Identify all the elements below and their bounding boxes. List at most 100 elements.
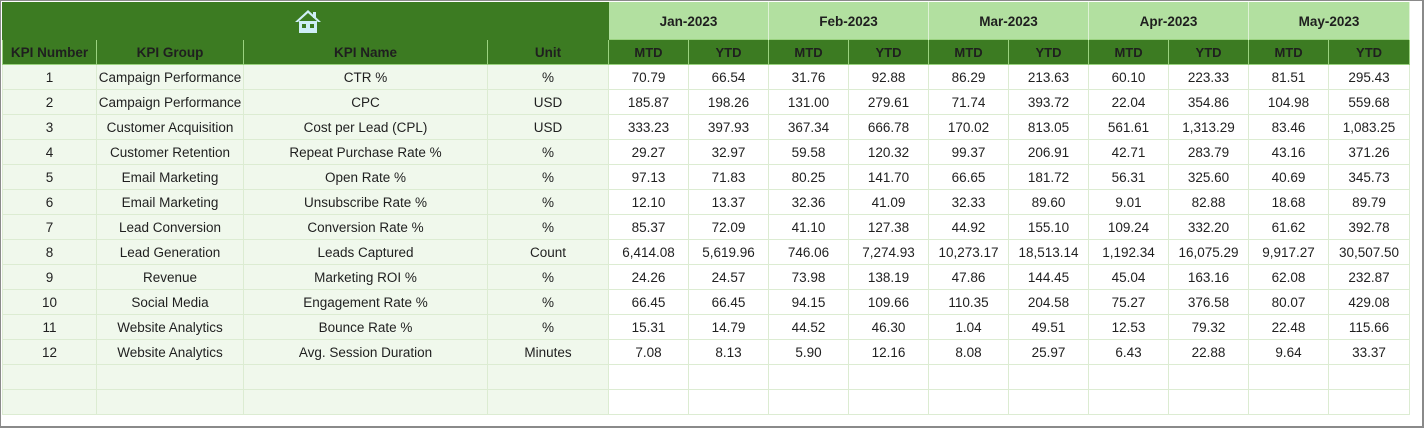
kpi-group-cell[interactable]: Website Analytics — [96, 339, 244, 365]
empty-cell[interactable] — [768, 364, 850, 390]
empty-cell[interactable] — [608, 364, 689, 390]
kpi-name-cell[interactable]: Cost per Lead (CPL) — [243, 114, 488, 140]
mtd-value-cell[interactable]: 73.98 — [768, 264, 850, 290]
kpi-number-cell[interactable]: 4 — [2, 139, 97, 165]
ytd-value-cell[interactable]: 295.43 — [1328, 64, 1411, 90]
mtd-value-cell[interactable]: 109.24 — [1088, 214, 1170, 240]
empty-cell[interactable] — [2, 364, 97, 390]
kpi-number-cell[interactable]: 5 — [2, 164, 97, 190]
ytd-value-cell[interactable]: 393.72 — [1008, 89, 1090, 115]
empty-cell[interactable] — [487, 389, 609, 415]
mtd-value-cell[interactable]: 131.00 — [768, 89, 850, 115]
ytd-value-cell[interactable]: 354.86 — [1168, 89, 1250, 115]
mtd-value-cell[interactable]: 99.37 — [928, 139, 1010, 165]
kpi-name-cell[interactable]: Bounce Rate % — [243, 314, 488, 340]
unit-cell[interactable]: USD — [487, 89, 609, 115]
ytd-value-cell[interactable]: 82.88 — [1168, 189, 1250, 215]
ytd-value-cell[interactable]: 24.57 — [687, 264, 770, 290]
kpi-number-cell[interactable]: 2 — [2, 89, 97, 115]
mtd-value-cell[interactable]: 6.43 — [1088, 339, 1170, 365]
mtd-value-cell[interactable]: 367.34 — [768, 114, 850, 140]
mtd-value-cell[interactable]: 22.04 — [1088, 89, 1170, 115]
mtd-value-cell[interactable]: 60.10 — [1088, 64, 1170, 90]
mtd-value-cell[interactable]: 185.87 — [608, 89, 689, 115]
empty-cell[interactable] — [687, 389, 770, 415]
ytd-value-cell[interactable]: 18,513.14 — [1008, 239, 1090, 265]
kpi-number-cell[interactable]: 7 — [2, 214, 97, 240]
mtd-value-cell[interactable]: 66.65 — [928, 164, 1010, 190]
empty-cell[interactable] — [928, 389, 1010, 415]
ytd-value-cell[interactable]: 1,313.29 — [1168, 114, 1250, 140]
unit-cell[interactable]: % — [487, 139, 609, 165]
kpi-number-cell[interactable]: 6 — [2, 189, 97, 215]
mtd-value-cell[interactable]: 12.10 — [608, 189, 689, 215]
ytd-value-cell[interactable]: 376.58 — [1168, 289, 1250, 315]
empty-cell[interactable] — [768, 389, 850, 415]
mtd-value-cell[interactable]: 80.07 — [1248, 289, 1330, 315]
empty-cell[interactable] — [96, 389, 244, 415]
ytd-value-cell[interactable]: 16,075.29 — [1168, 239, 1250, 265]
mtd-value-cell[interactable]: 9.01 — [1088, 189, 1170, 215]
mtd-value-cell[interactable]: 81.51 — [1248, 64, 1330, 90]
mtd-value-cell[interactable]: 9,917.27 — [1248, 239, 1330, 265]
empty-cell[interactable] — [1328, 364, 1411, 390]
kpi-name-cell[interactable]: Unsubscribe Rate % — [243, 189, 488, 215]
mtd-value-cell[interactable]: 15.31 — [608, 314, 689, 340]
kpi-group-cell[interactable]: Customer Retention — [96, 139, 244, 165]
kpi-group-cell[interactable]: Email Marketing — [96, 189, 244, 215]
unit-cell[interactable]: % — [487, 264, 609, 290]
mtd-value-cell[interactable]: 32.33 — [928, 189, 1010, 215]
ytd-value-cell[interactable]: 181.72 — [1008, 164, 1090, 190]
kpi-name-cell[interactable]: Marketing ROI % — [243, 264, 488, 290]
mtd-value-cell[interactable]: 94.15 — [768, 289, 850, 315]
unit-cell[interactable]: % — [487, 314, 609, 340]
mtd-value-cell[interactable]: 12.53 — [1088, 314, 1170, 340]
mtd-value-cell[interactable]: 32.36 — [768, 189, 850, 215]
empty-cell[interactable] — [96, 364, 244, 390]
ytd-value-cell[interactable]: 213.63 — [1008, 64, 1090, 90]
mtd-value-cell[interactable]: 22.48 — [1248, 314, 1330, 340]
ytd-value-cell[interactable]: 204.58 — [1008, 289, 1090, 315]
mtd-value-cell[interactable]: 9.64 — [1248, 339, 1330, 365]
mtd-value-cell[interactable]: 75.27 — [1088, 289, 1170, 315]
unit-cell[interactable]: % — [487, 214, 609, 240]
empty-cell[interactable] — [1088, 364, 1170, 390]
empty-cell[interactable] — [848, 364, 930, 390]
ytd-value-cell[interactable]: 429.08 — [1328, 289, 1411, 315]
kpi-group-cell[interactable]: Customer Acquisition — [96, 114, 244, 140]
mtd-value-cell[interactable]: 80.25 — [768, 164, 850, 190]
ytd-value-cell[interactable]: 163.16 — [1168, 264, 1250, 290]
empty-cell[interactable] — [243, 364, 488, 390]
mtd-value-cell[interactable]: 41.10 — [768, 214, 850, 240]
empty-cell[interactable] — [1328, 389, 1411, 415]
mtd-value-cell[interactable]: 746.06 — [768, 239, 850, 265]
kpi-name-cell[interactable]: Engagement Rate % — [243, 289, 488, 315]
ytd-value-cell[interactable]: 30,507.50 — [1328, 239, 1411, 265]
mtd-value-cell[interactable]: 170.02 — [928, 114, 1010, 140]
ytd-value-cell[interactable]: 109.66 — [848, 289, 930, 315]
unit-cell[interactable]: % — [487, 164, 609, 190]
ytd-value-cell[interactable]: 325.60 — [1168, 164, 1250, 190]
ytd-value-cell[interactable]: 79.32 — [1168, 314, 1250, 340]
ytd-value-cell[interactable]: 92.88 — [848, 64, 930, 90]
ytd-value-cell[interactable]: 41.09 — [848, 189, 930, 215]
empty-cell[interactable] — [848, 389, 930, 415]
mtd-value-cell[interactable]: 5.90 — [768, 339, 850, 365]
ytd-value-cell[interactable]: 72.09 — [687, 214, 770, 240]
ytd-value-cell[interactable]: 8.13 — [687, 339, 770, 365]
mtd-value-cell[interactable]: 561.61 — [1088, 114, 1170, 140]
kpi-group-cell[interactable]: Lead Generation — [96, 239, 244, 265]
kpi-group-cell[interactable]: Email Marketing — [96, 164, 244, 190]
mtd-value-cell[interactable]: 110.35 — [928, 289, 1010, 315]
kpi-group-cell[interactable]: Campaign Performance — [96, 64, 244, 90]
ytd-value-cell[interactable]: 232.87 — [1328, 264, 1411, 290]
mtd-value-cell[interactable]: 42.71 — [1088, 139, 1170, 165]
mtd-value-cell[interactable]: 44.92 — [928, 214, 1010, 240]
mtd-value-cell[interactable]: 18.68 — [1248, 189, 1330, 215]
ytd-value-cell[interactable]: 66.54 — [687, 64, 770, 90]
kpi-group-cell[interactable]: Social Media — [96, 289, 244, 315]
mtd-value-cell[interactable]: 85.37 — [608, 214, 689, 240]
mtd-value-cell[interactable]: 43.16 — [1248, 139, 1330, 165]
mtd-value-cell[interactable]: 70.79 — [608, 64, 689, 90]
empty-cell[interactable] — [1168, 389, 1250, 415]
